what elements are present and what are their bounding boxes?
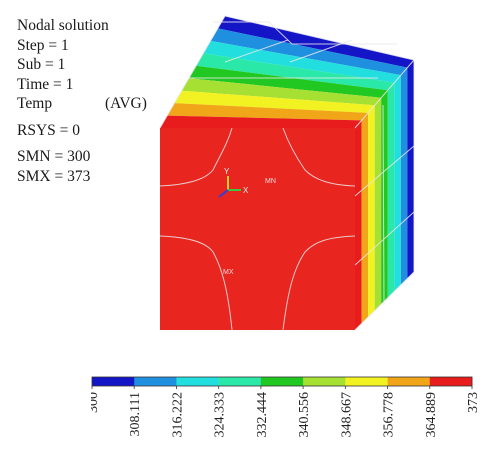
side-contour-band [400,67,408,285]
side-face-contour [355,60,414,331]
legend-tick-label: 364.889 [424,392,439,438]
legend-color-swatch [345,377,388,386]
temperature-contour-cube: Y X MN MX [159,15,415,331]
top-contour-band [181,78,382,106]
min-marker: MN [265,178,276,185]
legend-tick-label: 324.333 [213,392,228,438]
top-contour-band [210,28,408,76]
color-legend: 300 308.111 316.222 324.333 332.444 340.556 34… [91,376,481,456]
side-contour-band [368,105,375,318]
legend-color-swatch [260,377,304,386]
max-marker: MX [223,269,234,276]
top-contour-band [203,40,401,83]
axis-x-label: X [243,186,249,195]
legend-tick-label: 348.667 [339,392,354,438]
top-contour-band [217,16,414,68]
front-face [160,128,355,330]
legend-color-swatch [429,377,473,386]
legend-tick-label: 300 [91,392,101,413]
legend-color-swatch [303,377,346,386]
temp-row: Temp (AVG) [17,94,147,114]
side-contour-band [381,90,388,305]
legend-color-swatch [134,377,177,386]
side-contour-band [374,97,382,311]
legend-color-swatch [387,377,431,386]
coordinate-triad: Y X [218,167,249,198]
side-contour-band [387,82,395,298]
legend-color-swatch [218,377,262,386]
legend-tick-label: 308.111 [128,392,143,436]
substep-label: Sub = 1 [17,56,66,73]
top-contour-band [160,115,362,128]
legend-tick-label: 316.222 [170,392,185,438]
top-contour-band [196,53,395,91]
time-label: Time = 1 [17,75,74,93]
mesh-lines [159,15,415,331]
legend-tick-label: 356.778 [382,392,397,438]
side-contour-band [361,112,369,324]
smn-label: SMN = 300 [17,148,91,165]
legend-frame [91,376,473,387]
side-contour-band [394,75,401,292]
axis-y-label: Y [224,167,230,176]
legend-tick-label: 340.556 [297,392,312,438]
solution-info-panel: Nodal solution Step = 1 Sub = 1 Time = 1… [17,16,147,186]
avg-label: (AVG) [105,95,147,112]
top-face-contour [160,16,414,128]
top-contour-band [174,90,375,113]
legend-tick-label: 373 [466,392,481,413]
step-label: Step = 1 [17,36,69,54]
rsys-label: RSYS = 0 [17,121,81,139]
temp-label: Temp [17,95,53,112]
side-contour-band [407,60,414,279]
legend-color-swatch [92,377,135,386]
smx-label: SMX = 373 [17,167,91,185]
top-contour-band [167,103,369,121]
legend-tick-label: 332.444 [255,392,270,438]
legend-color-swatch [176,377,219,386]
solution-title: Nodal solution [17,17,109,34]
side-contour-band [355,120,362,331]
legend-scale: 300 308.111 316.222 324.333 332.444 340.556 34… [91,376,481,438]
top-contour-band [188,65,388,98]
